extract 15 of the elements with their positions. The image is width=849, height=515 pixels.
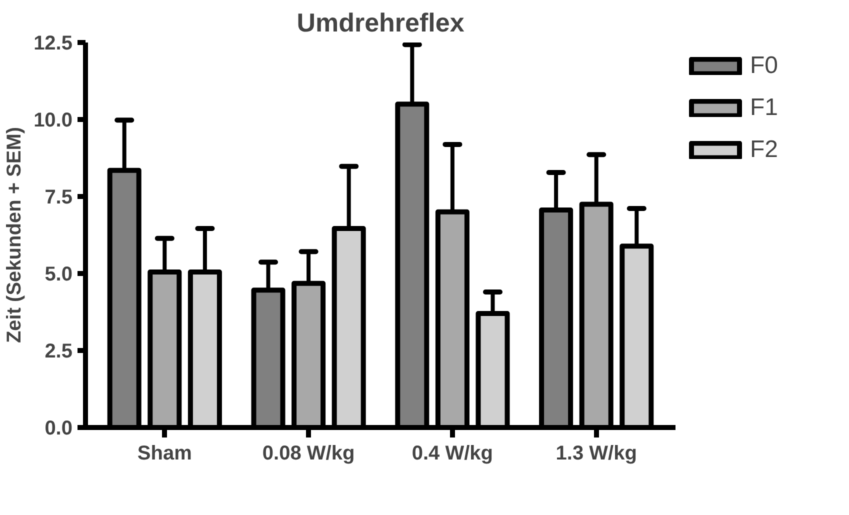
x-tick-label: 0.4 W/kg (412, 442, 494, 464)
y-tick-label: 5.0 (44, 264, 73, 286)
x-tick-label: 1.3 W/kg (556, 442, 637, 464)
chart-title: Umdrehreflex (296, 8, 465, 38)
legend-label: F0 (750, 52, 778, 80)
y-tick-label: 7.5 (44, 186, 73, 208)
legend-label: F2 (750, 136, 778, 164)
y-tick-label: 12.5 (34, 32, 73, 54)
y-axis-title: Zeit (Sekunden + SEM) (4, 126, 26, 344)
y-tick-label: 0.0 (44, 418, 73, 440)
x-tick-label: Sham (137, 442, 192, 464)
y-tick-label: 10.0 (34, 110, 73, 132)
legend-label: F1 (750, 94, 778, 122)
y-tick-label: 2.5 (44, 340, 73, 362)
x-tick-label: 0.08 W/kg (262, 442, 355, 464)
